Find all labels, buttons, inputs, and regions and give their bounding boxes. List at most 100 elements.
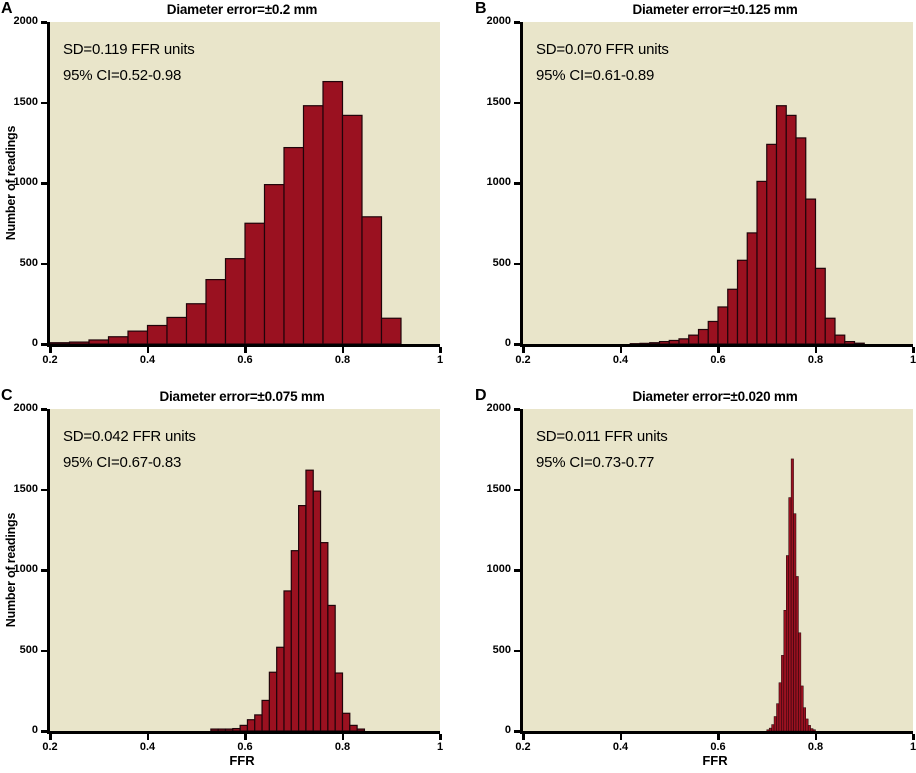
- y-tick-mark: [41, 408, 47, 411]
- x-tick-mark: [439, 734, 442, 740]
- histogram-bars: [50, 80, 402, 344]
- y-tick-label: 1000: [486, 563, 511, 575]
- x-tick-label: 0.6: [710, 354, 726, 366]
- y-tick-label: 0: [31, 724, 38, 736]
- sd-value: SD=0.119 FFR units: [63, 41, 195, 58]
- x-tick-mark: [619, 734, 622, 740]
- histogram-bar: [805, 718, 809, 731]
- histogram-bar: [717, 306, 729, 344]
- histogram-bar: [298, 504, 307, 731]
- plot-area: SD=0.042 FFR units 95% CI=0.67-0.83: [47, 409, 440, 734]
- ci-value: 95% CI=0.73-0.77: [536, 454, 655, 471]
- y-tick-label: 1500: [486, 482, 511, 495]
- histogram-bar: [766, 729, 770, 731]
- histogram-bar: [239, 724, 249, 731]
- stats-annotation: SD=0.070 FFR units 95% CI=0.61-0.89: [536, 37, 669, 89]
- x-tick-label: 0.2: [42, 741, 58, 753]
- histogram-bar: [217, 728, 227, 731]
- histogram-bars: [210, 469, 366, 731]
- ci-value: 95% CI=0.61-0.89: [536, 67, 655, 84]
- histogram-bar: [341, 114, 363, 344]
- x-axis-label: FFR: [702, 753, 728, 768]
- histogram-bar: [795, 576, 799, 731]
- histogram-bar: [778, 682, 782, 731]
- histogram-bar: [812, 729, 816, 731]
- y-tick-label: 500: [19, 643, 38, 656]
- x-tick-label: 0.2: [515, 741, 531, 753]
- histogram-bar: [327, 604, 336, 731]
- y-tick-label: 1500: [13, 482, 38, 495]
- histogram-bar: [688, 334, 700, 344]
- histogram-bar: [814, 267, 826, 344]
- stats-annotation: SD=0.119 FFR units 95% CI=0.52-0.98: [63, 37, 195, 89]
- y-tick-label: 500: [19, 256, 38, 269]
- x-tick-mark: [717, 734, 720, 740]
- x-tick-mark: [717, 347, 720, 353]
- y-tick-mark: [41, 569, 47, 572]
- histogram-bar: [205, 279, 227, 344]
- x-tick-mark: [244, 347, 247, 353]
- histogram-bar: [795, 137, 807, 344]
- histogram-bar: [127, 330, 149, 344]
- x-tick-label: 1: [909, 354, 916, 366]
- x-tick-label: 1: [436, 354, 444, 366]
- histogram-bar: [268, 671, 278, 731]
- histogram-bar: [788, 497, 792, 731]
- histogram-bar: [380, 317, 402, 344]
- histogram-bar: [807, 725, 811, 731]
- histogram-bar: [781, 655, 785, 731]
- y-tick-label: 1000: [13, 563, 38, 575]
- y-tick-label: 2000: [486, 15, 511, 27]
- x-tick-mark: [146, 347, 149, 353]
- x-tick-label: 0.4: [612, 354, 629, 366]
- y-tick-mark: [514, 408, 520, 411]
- histogram-bar: [746, 232, 758, 344]
- histogram-bar: [639, 342, 651, 344]
- x-tick-label: 0.6: [237, 354, 253, 366]
- histogram-bar: [771, 724, 775, 731]
- histogram-bar: [356, 728, 366, 731]
- panel-letter-d: D: [475, 387, 487, 404]
- histogram-bar: [678, 338, 690, 344]
- y-tick-label: 0: [31, 337, 38, 349]
- histogram-bar: [107, 336, 129, 344]
- y-tick-mark: [514, 569, 520, 572]
- x-tick-mark: [814, 347, 817, 353]
- histogram-bar: [783, 610, 787, 731]
- x-tick-mark: [49, 734, 52, 740]
- histogram-bar: [283, 590, 292, 731]
- x-tick-label: 0.4: [612, 741, 629, 753]
- histogram-bar: [254, 714, 263, 731]
- y-tick-mark: [514, 182, 520, 185]
- y-tick-label: 0: [504, 724, 511, 736]
- y-tick-label: 2000: [13, 15, 38, 27]
- histogram-bar: [312, 490, 322, 731]
- y-tick-mark: [41, 21, 47, 24]
- x-tick-label: 0.4: [139, 354, 156, 366]
- histogram-bar: [775, 105, 787, 344]
- histogram-bar: [261, 699, 270, 731]
- histogram-bar: [68, 341, 90, 344]
- y-tick-label: 0: [504, 337, 511, 349]
- y-tick-mark: [41, 101, 47, 104]
- x-tick-mark: [341, 734, 344, 740]
- histogram-bar: [210, 728, 219, 731]
- histogram-bar: [776, 703, 780, 731]
- histogram-bar: [844, 340, 856, 344]
- histogram-bar: [853, 342, 865, 344]
- y-tick-mark: [41, 649, 47, 652]
- y-tick-label: 2000: [486, 402, 511, 414]
- x-tick-label: 0.8: [807, 354, 824, 366]
- x-tick-mark: [49, 347, 52, 353]
- sd-value: SD=0.070 FFR units: [536, 41, 669, 58]
- histogram-bar: [805, 198, 817, 344]
- histogram-bar: [319, 542, 329, 731]
- histogram-bar: [785, 114, 797, 344]
- y-tick-label: 1500: [486, 95, 511, 108]
- histogram-bar: [305, 469, 314, 731]
- y-tick-mark: [514, 649, 520, 652]
- y-tick-mark: [514, 101, 520, 104]
- histogram-bar: [727, 288, 739, 344]
- histogram-bar: [232, 727, 241, 731]
